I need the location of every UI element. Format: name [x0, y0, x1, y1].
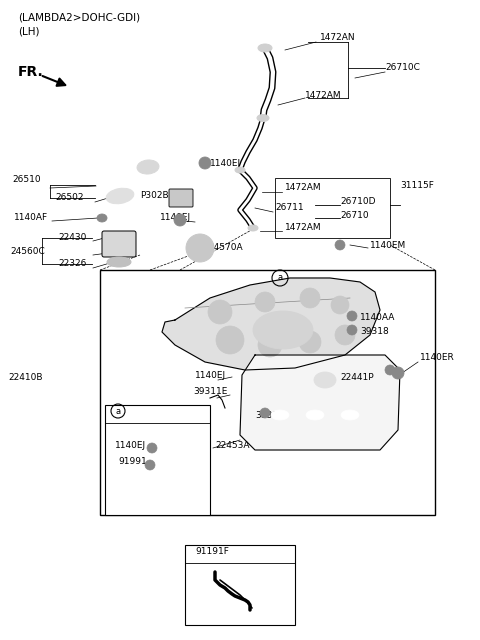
Ellipse shape	[137, 160, 159, 174]
Circle shape	[300, 288, 320, 308]
Ellipse shape	[106, 188, 134, 204]
Ellipse shape	[258, 44, 272, 52]
Circle shape	[331, 296, 349, 314]
Circle shape	[216, 326, 244, 354]
Text: 1140EM: 1140EM	[370, 241, 406, 250]
Ellipse shape	[271, 410, 289, 420]
Circle shape	[199, 157, 211, 169]
Text: 26710C: 26710C	[385, 63, 420, 72]
Text: 1140EJ: 1140EJ	[160, 214, 191, 223]
Text: 1472AM: 1472AM	[285, 223, 322, 232]
Ellipse shape	[253, 311, 313, 349]
Text: 91991: 91991	[118, 458, 147, 467]
Bar	[105, 405, 210, 515]
Polygon shape	[162, 278, 380, 370]
Text: 31115F: 31115F	[400, 180, 434, 189]
Text: 1472AM: 1472AM	[305, 90, 342, 99]
Ellipse shape	[235, 167, 245, 173]
Circle shape	[255, 292, 275, 312]
Text: 26711: 26711	[275, 202, 304, 211]
Circle shape	[147, 443, 157, 453]
Circle shape	[335, 325, 355, 345]
Polygon shape	[240, 355, 400, 450]
Text: 1140AF: 1140AF	[14, 214, 48, 223]
Ellipse shape	[341, 410, 359, 420]
Text: 1472AN: 1472AN	[320, 33, 356, 42]
Circle shape	[174, 214, 186, 226]
Bar	[100, 270, 435, 515]
Ellipse shape	[248, 225, 258, 231]
Text: 26710D: 26710D	[340, 198, 375, 207]
Circle shape	[258, 333, 282, 357]
Text: 26502: 26502	[55, 193, 84, 202]
Ellipse shape	[306, 410, 324, 420]
Text: a: a	[115, 406, 120, 415]
Text: 24570A: 24570A	[208, 243, 242, 253]
Text: 24560C: 24560C	[10, 248, 45, 257]
Ellipse shape	[97, 214, 107, 222]
Text: 1140ER: 1140ER	[420, 353, 455, 362]
Ellipse shape	[107, 257, 131, 267]
Circle shape	[186, 234, 214, 262]
Text: (LAMBDA2>DOHC-GDI): (LAMBDA2>DOHC-GDI)	[18, 12, 140, 22]
Text: 1140EJ: 1140EJ	[195, 371, 226, 380]
Text: FR.: FR.	[18, 65, 44, 79]
Text: (LH): (LH)	[18, 26, 39, 36]
Bar	[275, 178, 390, 238]
Text: 39311E: 39311E	[193, 387, 228, 397]
Text: 22441P: 22441P	[340, 374, 373, 383]
FancyBboxPatch shape	[102, 231, 136, 257]
Text: 26710: 26710	[340, 211, 369, 220]
Bar	[185, 545, 295, 625]
Text: 39318: 39318	[360, 328, 389, 337]
Text: 22430: 22430	[58, 232, 86, 241]
Circle shape	[260, 408, 270, 418]
Text: a: a	[277, 273, 283, 282]
Text: 1140AA: 1140AA	[360, 314, 396, 323]
FancyBboxPatch shape	[169, 189, 193, 207]
Text: 22326: 22326	[58, 259, 86, 269]
Text: 1140EJ: 1140EJ	[210, 159, 241, 168]
Circle shape	[145, 460, 155, 470]
Text: 22410B: 22410B	[8, 374, 43, 383]
Circle shape	[385, 365, 395, 375]
Text: 91191F: 91191F	[195, 547, 229, 557]
Circle shape	[347, 325, 357, 335]
Circle shape	[347, 311, 357, 321]
Text: P302BM: P302BM	[140, 191, 176, 200]
Text: 39318: 39318	[255, 410, 284, 419]
Circle shape	[335, 240, 345, 250]
Text: 26510: 26510	[12, 175, 41, 184]
Circle shape	[392, 367, 404, 379]
Ellipse shape	[257, 115, 269, 122]
Text: 1472AM: 1472AM	[285, 184, 322, 193]
Circle shape	[299, 331, 321, 353]
Text: 1140EJ: 1140EJ	[115, 440, 146, 449]
Text: 22453A: 22453A	[215, 440, 250, 449]
Ellipse shape	[314, 372, 336, 388]
Circle shape	[208, 300, 232, 324]
